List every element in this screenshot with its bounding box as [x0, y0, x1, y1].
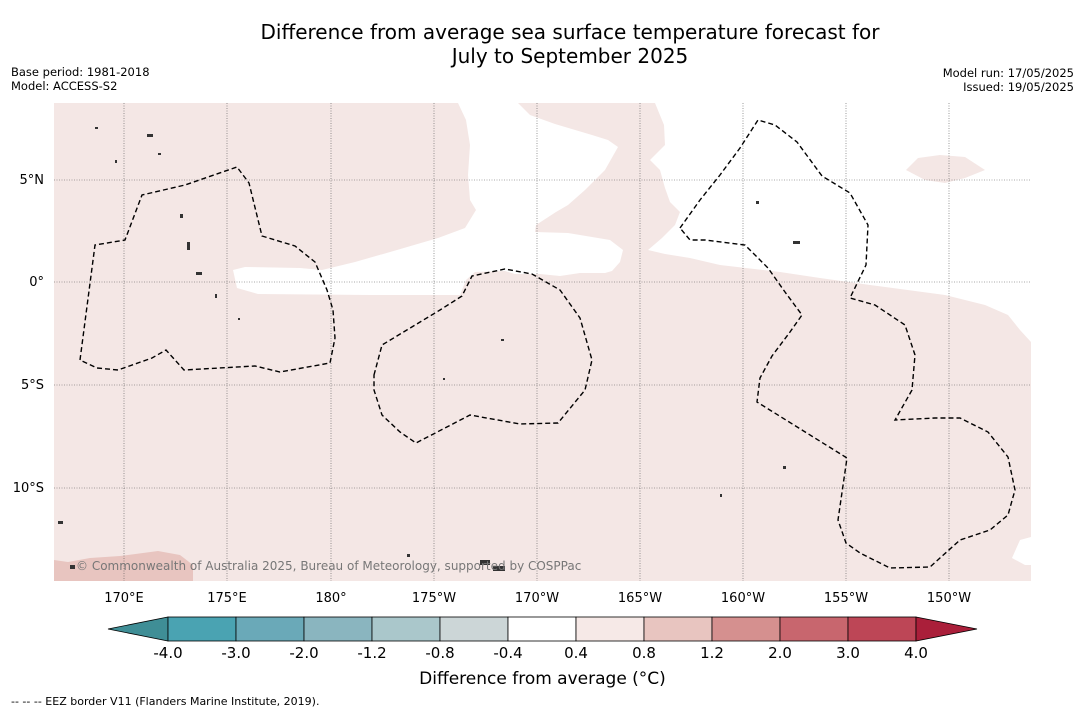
colorbar-tick-label: 3.0: [836, 644, 860, 662]
island: [215, 294, 217, 298]
eez-legend-note: -- -- -- EEZ border V11 (Flanders Marine…: [11, 695, 320, 708]
island: [407, 554, 410, 557]
grid-lines: [54, 103, 1031, 581]
colorbar-tick-label: -0.8: [425, 644, 454, 662]
lon-label: 150°W: [927, 591, 971, 606]
title-line-1: Difference from average sea surface temp…: [260, 20, 880, 44]
island: [493, 566, 505, 571]
colorbar-tick-label: -1.2: [357, 644, 386, 662]
colorbar-segment: [847, 616, 917, 642]
lon-label: 165°W: [618, 591, 662, 606]
islands: [58, 127, 800, 571]
model-name: Model: ACCESS-S2: [11, 79, 118, 93]
copyright-text: © Commonwealth of Australia 2025, Bureau…: [76, 559, 581, 573]
colorbar-segment: [779, 616, 849, 642]
colorbar-segment: [711, 616, 781, 642]
island: [238, 318, 240, 320]
island: [70, 565, 75, 569]
lon-label: 175°E: [207, 591, 247, 606]
colorbar-tick-label: -3.0: [221, 644, 250, 662]
colorbar-segment: [235, 616, 305, 642]
colorbar-segment: [643, 616, 713, 642]
title-line-2: July to September 2025: [451, 44, 689, 68]
lon-label: 155°W: [824, 591, 868, 606]
model-run: Model run: 17/05/2025: [942, 66, 1074, 80]
island: [443, 378, 445, 380]
colorbar-segment: [371, 616, 441, 642]
colorbar-tick-label: -4.0: [153, 644, 182, 662]
colorbar-tick-label: -0.4: [493, 644, 522, 662]
colorbar: -4.0 -3.0 -2.0 -1.2 -0.8 -0.4 0.4 0.8 1.2 2.0 3.0 4…: [107, 616, 978, 662]
colorbar-segment: [507, 616, 577, 642]
colorbar-tick-label: -2.0: [289, 644, 318, 662]
colorbar-tick-label: 0.8: [632, 644, 656, 662]
eez-border-central: [373, 268, 593, 444]
island: [115, 160, 117, 163]
eez-borders: [79, 119, 1016, 569]
island: [783, 466, 786, 469]
colorbar-segment: [303, 616, 373, 642]
island: [147, 134, 153, 137]
colorbar-segment: [575, 616, 645, 642]
island: [196, 272, 202, 275]
lon-label: 180°: [315, 591, 346, 606]
island: [180, 214, 183, 218]
near-average-region-north: [233, 103, 623, 295]
warm-anomaly-southwest: [54, 551, 193, 581]
meta-right: Model run: 17/05/2025 Issued: 19/05/2025: [943, 66, 1074, 94]
colorbar-segment: [439, 616, 509, 642]
lat-label: 5°S: [21, 378, 44, 393]
base-period: Base period: 1981-2018: [11, 65, 150, 79]
lon-label: 170°W: [515, 591, 559, 606]
lon-label: 160°W: [721, 591, 765, 606]
colorbar-segment: [167, 616, 237, 642]
colorbar-tick-label: 4.0: [904, 644, 928, 662]
map-panel: [54, 103, 1031, 581]
eez-border-east: [679, 119, 1016, 569]
latitude-labels: 5°N 0° 5°S 10°S: [13, 173, 44, 496]
island: [793, 241, 800, 244]
colorbar-tick-label: 0.4: [564, 644, 588, 662]
lat-label: 5°N: [20, 173, 45, 188]
colorbar-extend-high: [915, 616, 978, 642]
near-average-corner: [1012, 537, 1031, 565]
island: [501, 339, 504, 341]
meta-left: Base period: 1981-2018 Model: ACCESS-S2: [11, 65, 150, 93]
colorbar-label: Difference from average (°C): [419, 669, 666, 689]
island: [480, 560, 490, 565]
island: [158, 153, 161, 155]
colorbar-tick-label: 1.2: [700, 644, 724, 662]
warm-patch-east: [906, 155, 985, 183]
lat-label: 10°S: [13, 481, 44, 496]
longitude-labels: 170°E 175°E 180° 175°W 170°W 165°W 160°W…: [104, 591, 971, 606]
island: [58, 521, 63, 524]
island: [756, 201, 759, 204]
island: [720, 494, 722, 497]
island: [187, 242, 190, 250]
island: [95, 127, 98, 129]
eez-border-west: [79, 166, 336, 373]
colorbar-tick-label: 2.0: [768, 644, 792, 662]
issued-date: Issued: 19/05/2025: [963, 80, 1074, 94]
lat-label: 0°: [29, 275, 44, 290]
lon-label: 170°E: [104, 591, 144, 606]
chart-title: Difference from average sea surface temp…: [0, 20, 1085, 68]
colorbar-extend-low: [107, 616, 169, 642]
lon-label: 175°W: [412, 591, 456, 606]
